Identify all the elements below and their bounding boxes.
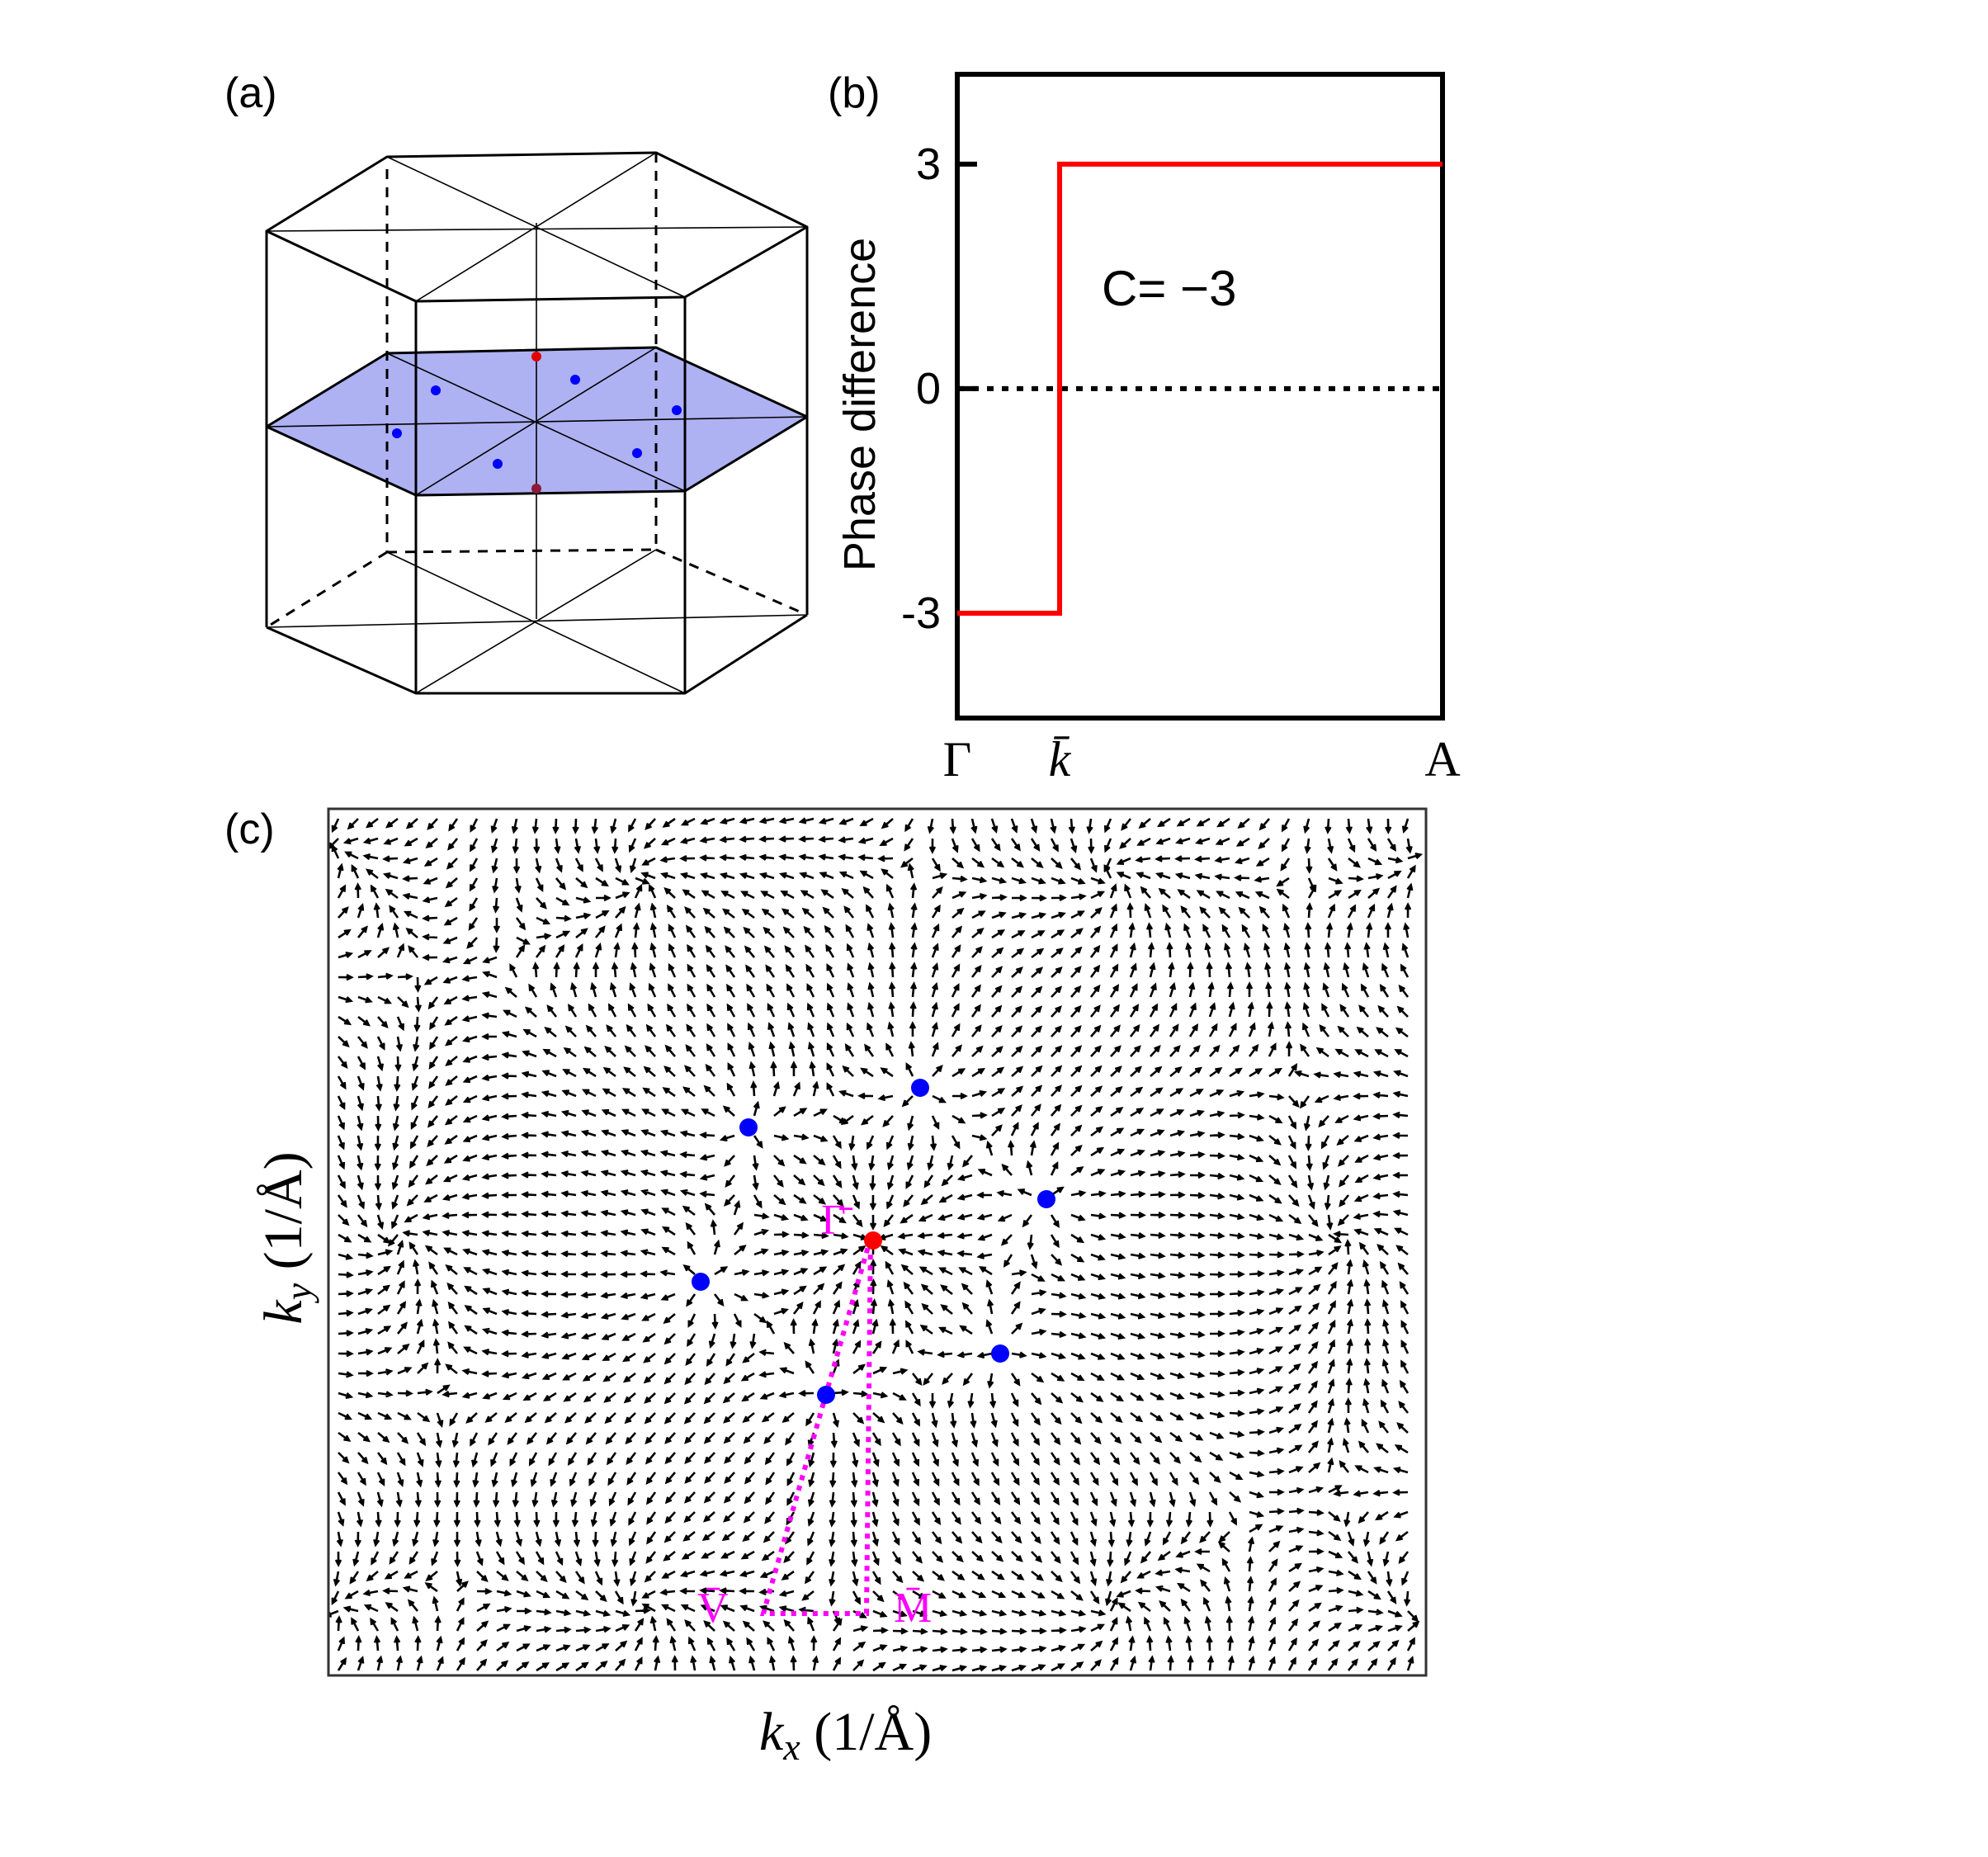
y-tick-label: -3 [901, 588, 941, 638]
panel-b-label: (b) [828, 69, 881, 117]
plot-frame [955, 72, 1445, 721]
v-bar-label: V̄ [697, 1585, 729, 1632]
x-tick-label: Γ [943, 732, 972, 787]
x-tick-label: k̄ [1049, 732, 1072, 787]
x-tick-label: A [1424, 732, 1460, 787]
weyl-points-3d [392, 352, 682, 494]
berry-curvature-field [328, 817, 1424, 1672]
gamma-point [864, 1231, 882, 1250]
panel-c-label: (c) [224, 806, 275, 853]
high-symmetry-path [760, 1237, 873, 1616]
y-axis-label: Phase difference [835, 238, 885, 571]
vector-arrows [328, 817, 1424, 1672]
y-tick-label: 0 [916, 364, 941, 413]
ky-axis-label: ky (1/Å) [253, 1151, 319, 1324]
brillouin-zone-hexagonal-prism [265, 151, 809, 695]
phase-difference-line [957, 161, 1443, 617]
m-bar-label: M̄ [894, 1585, 932, 1632]
panel-a: (a) [224, 69, 809, 695]
kx-axis-label: kx (1/Å) [759, 1702, 932, 1768]
plot-frame-c [327, 807, 1428, 1677]
panel-a-label: (a) [224, 69, 277, 117]
weyl-points-2d [692, 1079, 1055, 1404]
hidden-edges [266, 153, 808, 629]
panel-c: (c) Γ̄ V̄ M̄ kx (1/Å) ky (1/Å) [224, 806, 1428, 1768]
y-tick-labels: 3 0 -3 [901, 139, 941, 638]
y-tick-label: 3 [916, 139, 941, 189]
chern-number-annotation: C= −3 [1102, 261, 1236, 316]
